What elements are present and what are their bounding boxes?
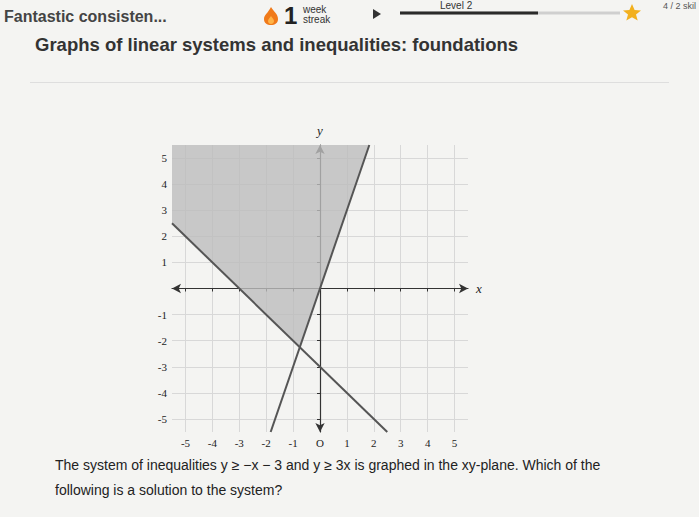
svg-text:4: 4 xyxy=(162,178,168,190)
svg-text:2: 2 xyxy=(371,437,377,449)
svg-text:-4: -4 xyxy=(158,387,168,399)
svg-text:5: 5 xyxy=(452,437,458,449)
svg-text:-2: -2 xyxy=(262,437,271,449)
html-text:week: week xyxy=(303,4,327,15)
svg-text:O: O xyxy=(316,437,324,449)
html-text:Graphs of linear systems and i: Graphs of linear systems and inequalitie… xyxy=(35,34,519,55)
svg-text:-1: -1 xyxy=(158,309,167,321)
svg-text:-2: -2 xyxy=(158,335,167,347)
html-text:streak: streak xyxy=(303,14,331,25)
svg-text:-5: -5 xyxy=(158,413,168,425)
svg-text:-3: -3 xyxy=(235,437,245,449)
svg-text:3: 3 xyxy=(162,204,168,216)
html-text:1: 1 xyxy=(284,2,298,29)
html-text:Level 2: Level 2 xyxy=(440,0,473,11)
svg-text:-4: -4 xyxy=(208,437,218,449)
svg-text:5: 5 xyxy=(162,152,168,164)
svg-text:4: 4 xyxy=(425,437,431,449)
svg-text:2: 2 xyxy=(162,230,168,242)
svg-text:1: 1 xyxy=(162,256,168,268)
svg-text:1: 1 xyxy=(344,437,350,449)
svg-text:y: y xyxy=(315,123,323,138)
svg-text:-5: -5 xyxy=(181,437,191,449)
svg-text:-1: -1 xyxy=(289,437,298,449)
svg-text:-3: -3 xyxy=(158,361,168,373)
svg-text:x: x xyxy=(475,281,482,296)
svg-text:3: 3 xyxy=(398,437,404,449)
html-text:4 / 2 skil: 4 / 2 skil xyxy=(663,1,696,11)
html-text:The system of inequalities y ≥: The system of inequalities y ≥ −x − 3 an… xyxy=(55,457,601,498)
html-text:Fantastic consisten...: Fantastic consisten... xyxy=(4,8,167,25)
